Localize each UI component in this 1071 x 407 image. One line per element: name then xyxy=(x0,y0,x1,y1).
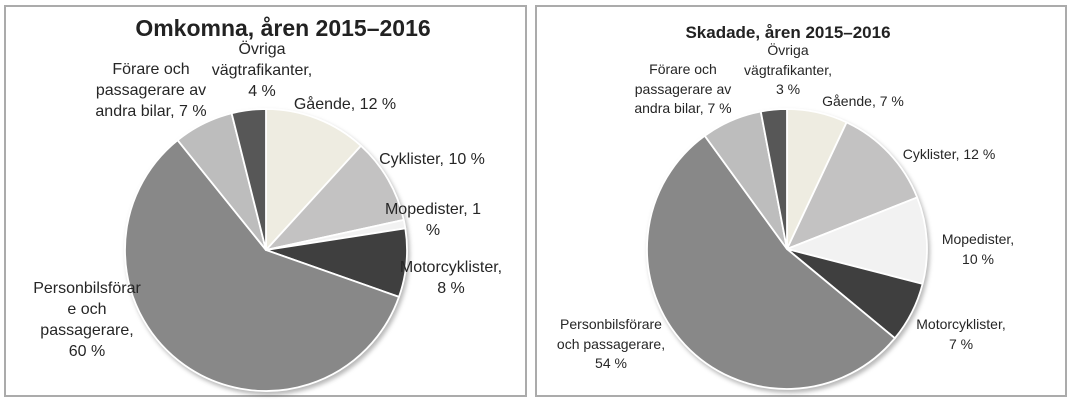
pie-slice-mopedister xyxy=(786,196,928,285)
pie-slice-personbilsforare xyxy=(646,134,896,390)
pie-label-mopedister: Mopedister, 1 % xyxy=(384,201,482,239)
pie-label-forare-andra-bilar: Förare och passagerare av andra bilar, 7… xyxy=(634,61,732,116)
pie-label-forare-andra-bilar: Förare och passagerare av andra bilar, 7… xyxy=(95,61,207,120)
pie-slice-personbilsforare xyxy=(124,139,400,392)
pie-slice-gaende xyxy=(265,108,362,251)
pie-label-mopedister: Mopedister, 10 % xyxy=(941,231,1015,267)
pie-label-motorcyklister: Motorcyklister, 8 % xyxy=(399,259,503,297)
chart-title-omkomna: Omkomna, åren 2015–2016 xyxy=(135,15,431,41)
pie-label-ovriga: Övriga vägtrafikanter, 3 % xyxy=(744,42,832,97)
pie-label-personbilsforare: Personbilsförar e och passagerare, 60 % xyxy=(33,280,141,360)
pie-slice-cyklister xyxy=(786,121,919,250)
pie-slice-cyklister xyxy=(265,144,405,251)
pie-label-ovriga: Övriga vägtrafikanter, 4 % xyxy=(211,41,313,100)
pie-label-personbilsforare: Personbilsförare och passagerare, 54 % xyxy=(556,316,666,371)
pie-slice-ovriga xyxy=(230,108,267,251)
chart-title-skadade: Skadade, åren 2015–2016 xyxy=(685,23,891,42)
pie-omkomna xyxy=(124,108,408,392)
pie-skadade xyxy=(646,108,928,390)
pie-label-cyklister: Cyklister, 10 % xyxy=(379,151,485,168)
pie-label-gaende: Gående, 12 % xyxy=(293,96,397,113)
pie-slice-ovriga xyxy=(759,108,788,250)
pie-label-gaende: Gående, 7 % xyxy=(822,93,904,109)
pie-label-cyklister: Cyklister, 12 % xyxy=(902,146,996,162)
pie-label-motorcyklister: Motorcyklister, 7 % xyxy=(916,316,1006,352)
